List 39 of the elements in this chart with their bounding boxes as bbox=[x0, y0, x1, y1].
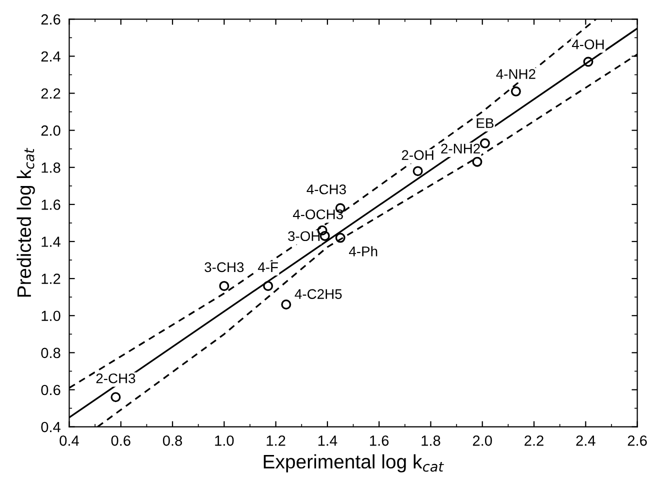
y-tick-label: 0.6 bbox=[41, 384, 60, 396]
annotation: 2-CH3 bbox=[96, 373, 136, 384]
x-tick-label: 1.4 bbox=[318, 436, 338, 446]
x-axis-title: Experimental log k$_{cat}$ bbox=[264, 454, 444, 472]
annotation: 4-NH2 bbox=[496, 69, 536, 79]
y-tick-label: 1.2 bbox=[42, 274, 60, 284]
x-tick-label: 2.2 bbox=[524, 436, 544, 446]
annotation: 3-OH bbox=[288, 231, 320, 242]
y-tick-label: 0.4 bbox=[41, 422, 60, 432]
annotation: 4-OH bbox=[572, 39, 604, 50]
x-tick-label: 2.0 bbox=[472, 436, 492, 446]
annotation: 4-C2H5 bbox=[294, 289, 342, 299]
annotation: 2-NH2 bbox=[441, 144, 480, 154]
x-tick-label: 1.0 bbox=[215, 436, 234, 446]
y-tick-label: 1.0 bbox=[42, 310, 60, 322]
x-tick-label: 0.4 bbox=[60, 436, 79, 446]
y-tick-label: 2.2 bbox=[41, 88, 60, 99]
y-tick-label: 1.4 bbox=[42, 236, 60, 247]
annotation: EB bbox=[476, 118, 494, 128]
y-tick-label: 2.4 bbox=[41, 51, 60, 62]
annotation: 4-OCH3 bbox=[292, 209, 343, 220]
x-tick-label: 1.2 bbox=[266, 436, 286, 446]
x-tick-label: 0.6 bbox=[111, 436, 130, 446]
annotation: 2-OH bbox=[402, 150, 434, 160]
y-tick-label: 2.6 bbox=[41, 14, 60, 25]
annotation: 4-F bbox=[258, 262, 278, 272]
annotation: 4-Ph bbox=[349, 246, 378, 256]
y-axis-title: Predicted log k$_{cat}$ bbox=[16, 148, 35, 297]
y-tick-label: 0.8 bbox=[41, 348, 60, 358]
x-tick-label: 1.8 bbox=[422, 436, 440, 446]
x-tick-label: 1.6 bbox=[370, 436, 389, 446]
x-tick-label: 2.6 bbox=[628, 436, 647, 446]
annotation: 4-CH3 bbox=[306, 184, 346, 194]
y-tick-label: 1.6 bbox=[42, 200, 60, 210]
y-tick-label: 1.8 bbox=[42, 162, 60, 173]
y-tick-label: 2.0 bbox=[41, 125, 60, 136]
x-tick-label: 2.4 bbox=[576, 436, 596, 446]
annotation: 3-CH3 bbox=[204, 262, 244, 272]
x-tick-label: 0.8 bbox=[162, 436, 182, 446]
